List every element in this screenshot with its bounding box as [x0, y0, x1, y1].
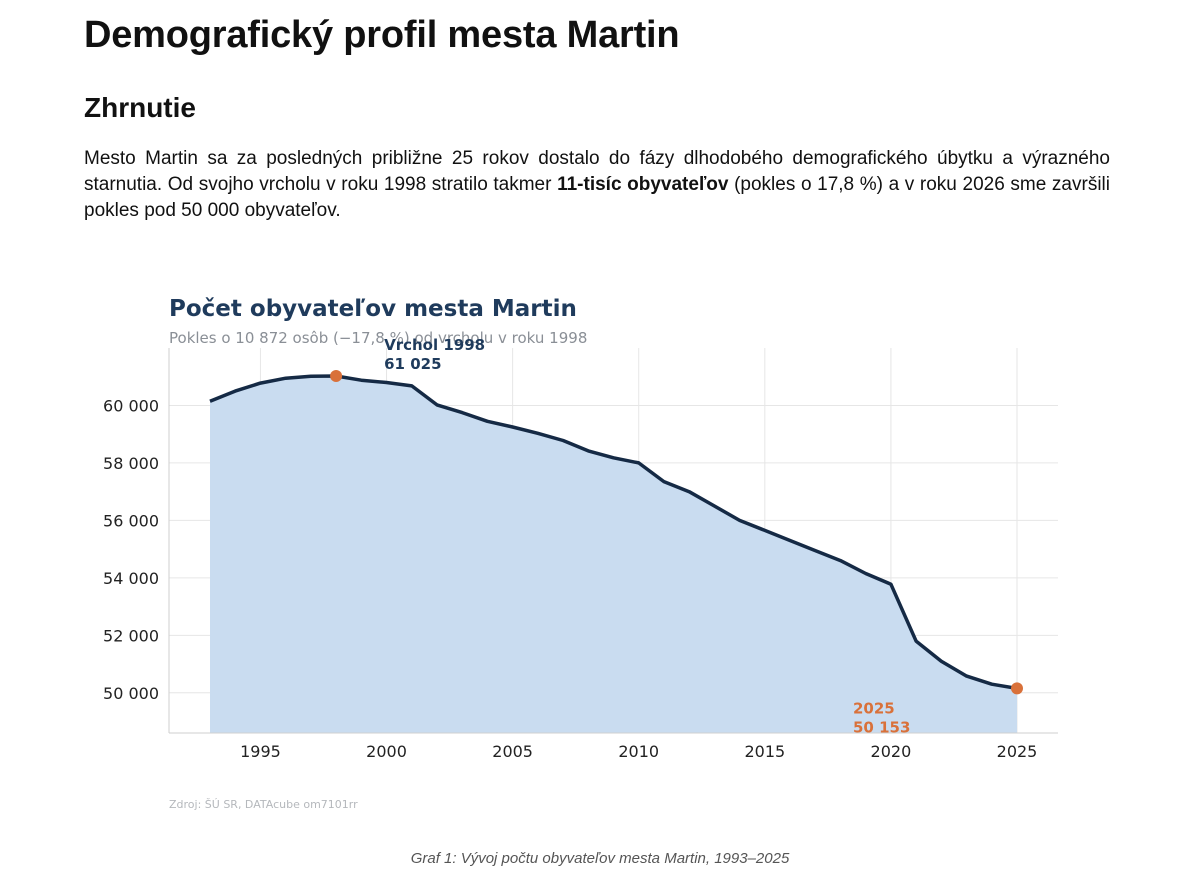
peak-marker	[330, 370, 343, 383]
end-marker	[1011, 682, 1023, 695]
y-tick-label: 54 000	[103, 569, 159, 588]
x-tick-label: 2005	[492, 742, 533, 761]
axis-layer	[168, 348, 1058, 734]
y-tick-label: 60 000	[103, 396, 159, 415]
x-tick-label: 2000	[366, 742, 407, 761]
chart-subtitle: Pokles o 10 872 osôb (−17,8 %) od vrchol…	[169, 329, 587, 347]
x-tick-label: 2015	[744, 742, 785, 761]
y-tick-label: 52 000	[103, 626, 159, 645]
y-tick-label: 56 000	[103, 511, 159, 530]
x-tick-label: 2010	[618, 742, 659, 761]
summary-paragraph: Mesto Martin sa za posledných približne …	[84, 146, 1110, 224]
chart-source: Zdroj: ŠÚ SR, DATAcube om7101rr	[169, 798, 358, 811]
figure-caption: Graf 1: Vývoj počtu obyvateľov mesta Mar…	[410, 850, 790, 867]
x-tick-label: 2020	[871, 742, 912, 761]
y-tick-label: 58 000	[103, 454, 159, 473]
x-tick-label: 1995	[240, 742, 281, 761]
y-tick-label: 50 000	[103, 684, 159, 703]
tick-layer: 50 000 52 000 54 000 56 000 58 000 60 000 1995…	[103, 396, 1037, 761]
page-title: Demografický profil mesta Martin	[84, 14, 680, 56]
peak-label-year: Vrchol 1998	[384, 336, 485, 354]
population-line	[209, 374, 1018, 691]
population-chart: Počet obyvateľov mesta Martin Pokles o 1…	[103, 296, 1058, 811]
population-area	[210, 376, 1017, 733]
summary-emphasis: 11-tisíc obyvateľov	[557, 174, 729, 195]
chart-title: Počet obyvateľov mesta Martin	[169, 296, 577, 322]
end-label-value: 50 153	[853, 718, 910, 736]
summary-text-end: (pokles o 17,8 %) a v roku 2026 sme zavr…	[84, 174, 1110, 221]
summary-text-start: Mesto Martin sa za posledných približne …	[84, 148, 1110, 195]
section-heading: Zhrnutie	[84, 92, 196, 123]
end-label-year: 2025	[853, 699, 895, 717]
peak-label-value: 61 025	[384, 355, 441, 373]
x-tick-label: 2025	[997, 742, 1038, 761]
